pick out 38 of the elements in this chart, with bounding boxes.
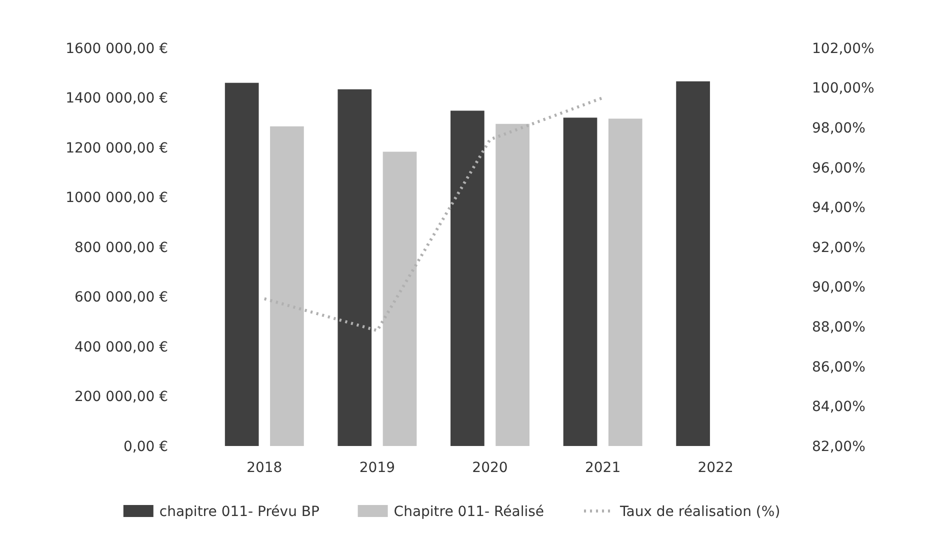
legend-label: chapitre 011- Prévu BP [159,504,320,520]
y2-tick-label: 94,00% [812,200,866,216]
y-tick-label: 600 000,00 € [74,290,168,306]
x-tick-label: 2018 [246,460,282,476]
bar [224,82,259,446]
y-tick-label: 1200 000,00 € [66,140,168,156]
y2-tick-label: 96,00% [812,160,866,176]
legend-label: Chapitre 011- Réalisé [394,504,544,520]
x-tick-label: 2020 [472,460,508,476]
bar [496,124,530,446]
y2-tick-label: 102,00% [812,40,874,57]
y-tick-label: 400 000,00 € [74,339,168,356]
y-tick-label: 1600 000,00 € [66,40,168,57]
legend-label: Taux de réalisation (%) [619,504,780,520]
y-tick-label: 800 000,00 € [74,240,168,256]
bar [450,110,484,446]
y2-tick-label: 86,00% [812,359,866,376]
y2-tick-label: 82,00% [812,438,866,455]
x-tick-label: 2022 [698,460,734,476]
y-tick-label: 0,00 € [123,438,168,455]
x-tick-label: 2019 [359,460,396,476]
y2-tick-label: 98,00% [812,120,866,136]
bar [676,81,710,446]
bar [563,118,598,446]
bar [382,152,417,446]
y2-tick-label: 100,00% [812,80,874,97]
y2-tick-label: 88,00% [812,320,866,336]
y-tick-label: 1400 000,00 € [66,90,168,107]
y2-tick-label: 84,00% [812,399,866,416]
bar [338,89,372,446]
line-series [262,96,604,332]
y-tick-label: 1000 000,00 € [66,190,168,206]
y2-tick-label: 92,00% [812,240,866,256]
x-tick-label: 2021 [584,460,621,476]
y-tick-label: 200 000,00 € [74,389,168,406]
bar [608,118,642,446]
bar [270,126,304,446]
y2-tick-label: 90,00% [812,280,866,296]
